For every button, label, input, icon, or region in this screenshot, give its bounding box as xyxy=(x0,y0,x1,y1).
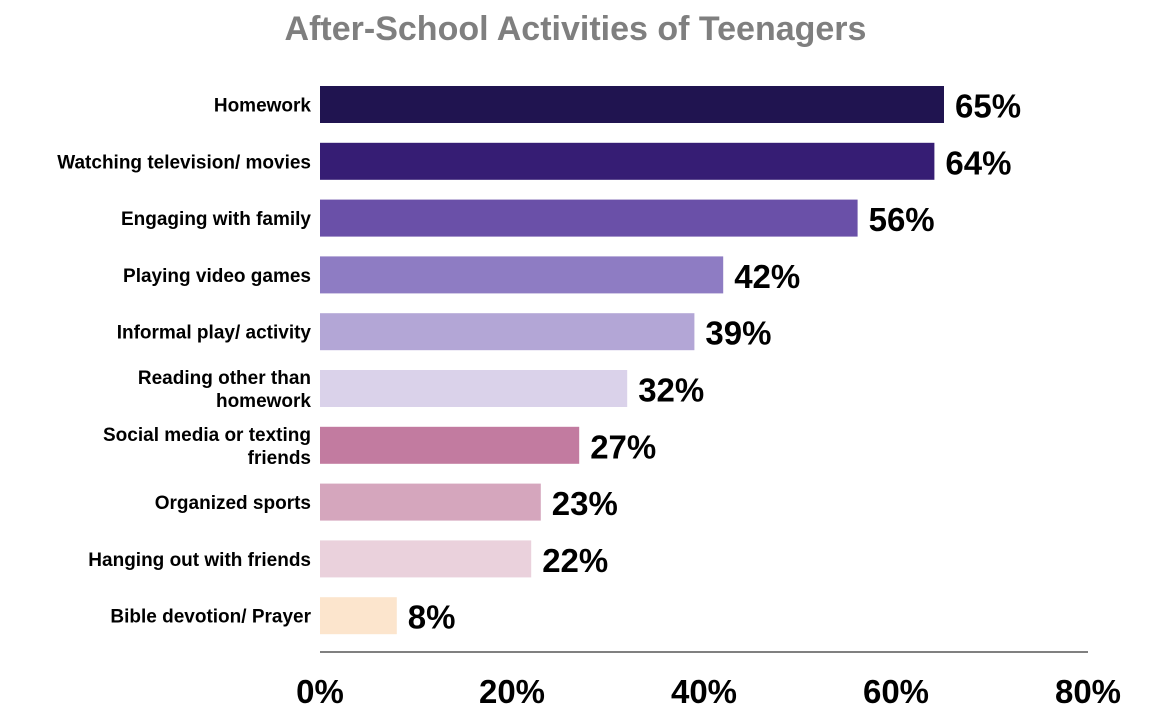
category-label: Informal play/ activity xyxy=(117,323,312,344)
value-label: 32% xyxy=(638,372,704,409)
value-label: 27% xyxy=(590,428,656,465)
bar xyxy=(320,199,858,237)
value-label: 39% xyxy=(705,315,771,352)
value-label: 42% xyxy=(734,258,800,295)
category-label: Homework xyxy=(214,96,312,117)
x-tick-label: 60% xyxy=(863,673,929,710)
bar xyxy=(320,540,532,578)
value-label: 56% xyxy=(869,201,935,238)
value-labels: 65% 64% 56% 42% 39%32% 27% 23% 22% 8% xyxy=(408,88,1021,636)
value-label: 22% xyxy=(542,542,608,579)
bar xyxy=(320,370,628,407)
category-label: Reading other than homework xyxy=(138,368,312,412)
x-tick-label: 20% xyxy=(479,673,545,710)
value-label: 65% xyxy=(955,88,1021,125)
bar xyxy=(320,313,695,351)
value-label: 64% xyxy=(945,144,1011,181)
bar xyxy=(320,597,397,635)
category-label: Engaging with family xyxy=(121,209,311,230)
x-axis-tick-labels: 0% 20% 40% 60% 80% xyxy=(296,673,1121,710)
x-tick-label: 40% xyxy=(671,673,737,710)
x-tick-label: 0% xyxy=(296,673,344,710)
category-label: Social media or texting friends xyxy=(103,425,311,469)
bar xyxy=(320,86,944,123)
category-label: Playing video games xyxy=(123,266,311,287)
bar xyxy=(320,142,935,180)
value-label: 23% xyxy=(552,485,618,522)
x-tick-label: 80% xyxy=(1055,673,1121,710)
category-label: Organized sports xyxy=(155,493,311,514)
bar xyxy=(320,483,541,521)
bar xyxy=(320,426,580,464)
value-label: 8% xyxy=(408,599,456,636)
category-label: Hanging out with friends xyxy=(88,550,311,571)
chart-title: After-School Activities of Teenagers xyxy=(284,10,867,48)
category-label: Bible devotion/ Prayer xyxy=(110,607,311,628)
bars-layer xyxy=(320,86,944,635)
bar xyxy=(320,256,724,294)
category-label: Watching television/ movies xyxy=(57,152,311,173)
category-labels: Homework Watching television/ movies Engag… xyxy=(57,96,311,628)
